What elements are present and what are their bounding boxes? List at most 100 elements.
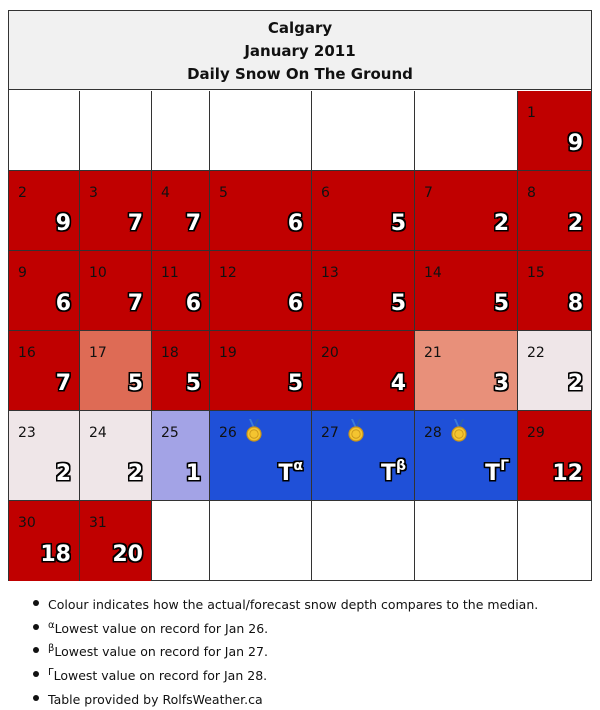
empty-cell: [152, 91, 210, 171]
snow-depth-value: 3: [493, 371, 509, 396]
day-cell: 13 5: [312, 251, 415, 331]
medal-icon: [449, 419, 469, 443]
day-cell: 11 6: [152, 251, 210, 331]
snow-depth-value: 5: [390, 211, 406, 236]
empty-cell: [9, 91, 80, 171]
day-number: 23: [18, 425, 36, 441]
day-number: 22: [527, 345, 545, 361]
day-cell: 14 5: [415, 251, 518, 331]
day-number: 16: [18, 345, 36, 361]
snow-depth-value: TΓ: [485, 458, 509, 486]
day-number: 5: [219, 185, 228, 201]
note-item: αLowest value on record for Jan 26.: [28, 616, 588, 640]
day-cell: 19 5: [210, 331, 312, 411]
empty-cell: [415, 91, 518, 171]
day-number: 26: [219, 425, 237, 441]
record-note-marker: α: [293, 458, 303, 474]
snow-depth-value: 2: [567, 211, 583, 236]
day-number: 10: [89, 265, 107, 281]
day-number: 14: [424, 265, 442, 281]
snow-depth-value: 8: [567, 291, 583, 316]
medal-icon: [244, 419, 264, 443]
day-number: 30: [18, 515, 36, 531]
snow-depth-value: Tβ: [380, 458, 406, 486]
snow-depth-value: 2: [55, 461, 71, 486]
day-cell: 16 7: [9, 331, 80, 411]
day-cell: 23 2: [9, 411, 80, 501]
empty-cell: [80, 91, 152, 171]
snow-depth-value: Tα: [278, 458, 303, 486]
day-number: 21: [424, 345, 442, 361]
snow-depth-value: 9: [55, 211, 71, 236]
note-item: Table provided by RolfsWeather.ca: [28, 687, 588, 710]
day-cell: 20 4: [312, 331, 415, 411]
day-number: 24: [89, 425, 107, 441]
day-cell: 26 Tα: [210, 411, 312, 501]
day-number: 27: [321, 425, 339, 441]
day-number: 13: [321, 265, 339, 281]
day-number: 4: [161, 185, 170, 201]
snow-depth-value: 6: [55, 291, 71, 316]
day-number: 9: [18, 265, 27, 281]
day-number: 8: [527, 185, 536, 201]
snow-depth-value: 5: [493, 291, 509, 316]
snow-depth-value: 6: [185, 291, 201, 316]
snow-depth-value: 2: [493, 211, 509, 236]
day-number: 29: [527, 425, 545, 441]
empty-cell: [415, 501, 518, 581]
day-number: 2: [18, 185, 27, 201]
empty-cell: [210, 91, 312, 171]
city-title: Calgary: [267, 19, 333, 37]
snow-depth-value: 9: [567, 131, 583, 156]
day-cell: 25 1: [152, 411, 210, 501]
day-number: 12: [219, 265, 237, 281]
day-number: 28: [424, 425, 442, 441]
empty-cell: [152, 501, 210, 581]
day-number: 17: [89, 345, 107, 361]
day-number: 15: [527, 265, 545, 281]
snow-depth-value: 2: [127, 461, 143, 486]
day-cell: 18 5: [152, 331, 210, 411]
snow-depth-value: 7: [185, 211, 201, 236]
record-note-marker: β: [395, 458, 406, 474]
day-cell: 17 5: [80, 331, 152, 411]
snow-depth-value: 20: [112, 542, 143, 567]
snow-depth-value: 5: [390, 291, 406, 316]
snow-depth-value: 7: [127, 291, 143, 316]
day-cell: 12 6: [210, 251, 312, 331]
snow-depth-value: 5: [287, 371, 303, 396]
snow-depth-value: 5: [185, 371, 201, 396]
medal-icon: [346, 419, 366, 443]
empty-cell: [312, 501, 415, 581]
day-number: 18: [161, 345, 179, 361]
day-number: 3: [89, 185, 98, 201]
note-item: βLowest value on record for Jan 27.: [28, 639, 588, 663]
snow-depth-value: 12: [552, 461, 583, 486]
month-title: January 2011: [244, 42, 356, 60]
snow-calendar: Calgary January 2011 Daily Snow On The G…: [8, 10, 592, 581]
day-number: 31: [89, 515, 107, 531]
notes-list: Colour indicates how the actual/forecast…: [28, 592, 588, 710]
note-item: ΓLowest value on record for Jan 28.: [28, 663, 588, 687]
calendar-subtitle: Daily Snow On The Ground: [187, 65, 413, 83]
day-number: 11: [161, 265, 179, 281]
empty-cell: [518, 501, 591, 581]
day-cell: 31 20: [80, 501, 152, 581]
day-cell: 21 3: [415, 331, 518, 411]
day-cell: 24 2: [80, 411, 152, 501]
day-number: 1: [527, 105, 536, 121]
calendar-header: Calgary January 2011 Daily Snow On The G…: [9, 11, 591, 90]
day-number: 7: [424, 185, 433, 201]
empty-cell: [210, 501, 312, 581]
day-number: 25: [161, 425, 179, 441]
day-cell: 27 Tβ: [312, 411, 415, 501]
day-cell: 30 18: [9, 501, 80, 581]
day-number: 19: [219, 345, 237, 361]
